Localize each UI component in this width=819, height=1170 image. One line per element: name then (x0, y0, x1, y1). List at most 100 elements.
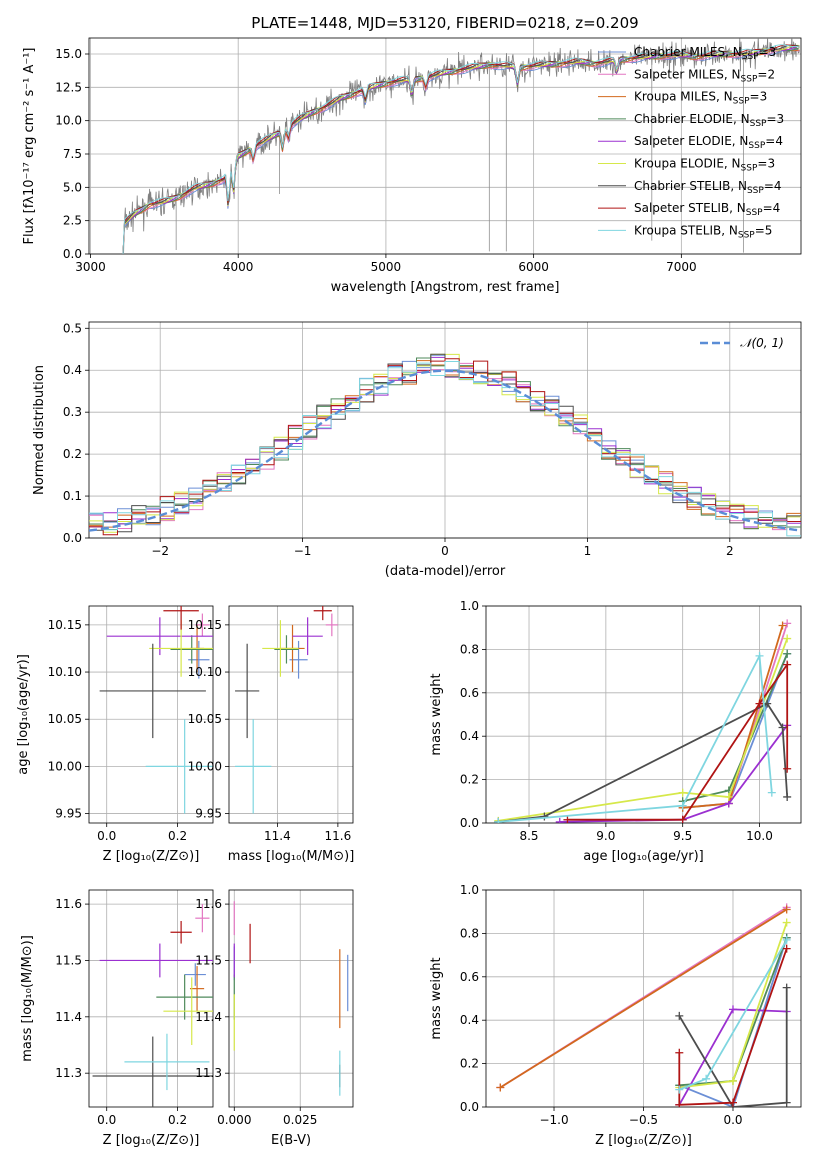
y-tick-label: 11.5 (55, 953, 82, 967)
plot-area (99, 606, 213, 814)
axes-mass_vs_Z: 0.0 0.2 11.3 11.4 11.5 11.6 Z [log₁₀(Z/Z⊙)] mas… (20, 889, 214, 1148)
y-tick-label: 1.0 (460, 599, 479, 613)
normal-reference-curve (89, 369, 801, 532)
plot-area (122, 38, 800, 254)
axes-frame (228, 889, 354, 1108)
x-tick-label: −1 (294, 544, 312, 558)
y-tick-label: 10.15 (48, 618, 82, 632)
y-tick-label: 9.95 (55, 807, 82, 821)
weight-point-marker (728, 1098, 737, 1107)
y-tick-label: 0.8 (460, 642, 479, 656)
axes-frame (485, 605, 802, 824)
y-tick-label: 0.8 (460, 926, 479, 940)
errorbar-point (99, 643, 206, 739)
legend-sub: SSP (741, 74, 758, 84)
weight-point-marker (675, 1048, 684, 1057)
weight-point-marker (783, 619, 792, 628)
legend-sub: SSP (733, 97, 750, 107)
y-tick-label: 10.05 (188, 712, 222, 726)
y-tick-label: 11.3 (55, 1066, 82, 1080)
grid (229, 890, 353, 1107)
errorbar-point (292, 617, 323, 656)
errorbar-point (92, 1036, 213, 1107)
x-tick-label: 4000 (223, 260, 254, 274)
x-tick-label: 11.6 (325, 829, 352, 843)
residual-histogram-step (89, 361, 801, 537)
legend-label: Salpeter ELODIE, N (634, 134, 748, 148)
weight-point-marker (778, 723, 787, 732)
y-tick-label: 11.4 (195, 1010, 222, 1024)
legend-eq: =3 (750, 90, 768, 104)
y-axis-label: mass weight (429, 957, 444, 1039)
y-tick-label: 9.95 (195, 807, 222, 821)
legend-entry: Kroupa ELODIE, NSSP=3 (634, 157, 775, 174)
x-axis-label: age [log₁₀(age/yr)] (583, 849, 704, 864)
weight-series-line (678, 948, 788, 1106)
ticks: 0.0 0.2 9.95 10.00 10.05 10.10 10.15 (48, 618, 187, 843)
ticks: 11.4 11.6 9.95 10.00 10.05 10.10 10.15 (188, 618, 352, 843)
weight-point-marker (496, 1083, 505, 1092)
weight-point-marker (702, 1074, 711, 1083)
y-tick-label: 1.0 (460, 883, 479, 897)
axes-mass_vs_ebv: 0.000 0.025 11.3 11.4 11.5 11.6 E(B-V) (195, 889, 354, 1148)
legend-entry: 𝒩(0, 1) (740, 336, 784, 350)
y-tick-label: 0.4 (460, 729, 479, 743)
y-tick-label: 2.5 (63, 214, 82, 228)
x-tick-label: −1.0 (539, 1113, 568, 1127)
legend-label: Chabrier ELODIE, N (634, 112, 750, 126)
weight-point-marker (783, 764, 792, 773)
y-tick-label: 0.0 (460, 816, 479, 830)
errorbar-point (163, 606, 199, 630)
legend-eq: =4 (765, 134, 783, 148)
weight-point-marker (728, 1076, 737, 1085)
weight-point-marker (494, 817, 503, 823)
weight-point-marker (563, 815, 572, 823)
legend-label: Salpeter MILES, N (634, 67, 741, 81)
weight-point-marker (755, 651, 764, 660)
axes-residuals: −2 −1 0 1 2 0.0 0.1 0.2 0.3 0.4 0.5 (data-model)/er… (32, 321, 802, 579)
errorbar-point (313, 606, 332, 621)
y-tick-label: 0.0 (460, 1100, 479, 1114)
grid (486, 605, 801, 824)
legend-label: Chabrier MILES, N (634, 45, 742, 59)
plot-area (494, 619, 792, 823)
grid (89, 890, 213, 1107)
model-fit-line (122, 44, 800, 254)
x-axis-label: Z [log₁₀(Z/Z⊙)] (595, 1133, 692, 1148)
weight-series-line (567, 661, 789, 821)
y-tick-label: 12.5 (55, 80, 82, 94)
weight-point-marker (783, 792, 792, 801)
x-tick-label: 0.000 (217, 1113, 251, 1127)
weight-point-marker (675, 1011, 684, 1020)
errorbar-point (145, 719, 213, 814)
weight-point-marker (678, 801, 687, 810)
axes-age_vs_mass: 11.4 11.6 9.95 10.00 10.05 10.10 10.15 mass [lo… (188, 605, 354, 864)
residual-histogram-step (89, 358, 801, 536)
weight-point-marker (767, 788, 776, 797)
plot-area (235, 606, 338, 814)
y-tick-label: 10.10 (48, 665, 82, 679)
errorbar-point (184, 963, 206, 986)
errorbar-point (156, 974, 213, 1020)
errorbar-point (99, 943, 213, 978)
x-tick-label: 5000 (371, 260, 402, 274)
x-tick-label: 11.4 (264, 829, 291, 843)
y-tick-label: 10.00 (48, 759, 82, 773)
legend-sub: SSP (742, 52, 759, 62)
x-tick-label: 0.0 (97, 1113, 116, 1127)
axes-frame (88, 605, 214, 824)
x-tick-label: 10.0 (746, 829, 773, 843)
y-tick-label: 11.5 (195, 953, 222, 967)
axes-frame (228, 605, 354, 824)
x-tick-label: 0.2 (168, 829, 187, 843)
ticks: −1.0 −0.5 0.0 0.0 0.2 0.4 0.6 0.8 1.0 (460, 883, 743, 1127)
errorbar-point (195, 904, 210, 933)
x-tick-label: 0 (441, 544, 449, 558)
ticks: 3000 4000 5000 6000 7000 0.0 2.5 5.0 7.5 10.0 12.5… (55, 47, 696, 274)
weight-series-line (498, 638, 789, 822)
errorbar-point (163, 977, 213, 1045)
y-tick-label: 0.2 (460, 1057, 479, 1071)
weight-series-line (499, 908, 788, 1089)
legend-eq: =4 (764, 179, 782, 193)
